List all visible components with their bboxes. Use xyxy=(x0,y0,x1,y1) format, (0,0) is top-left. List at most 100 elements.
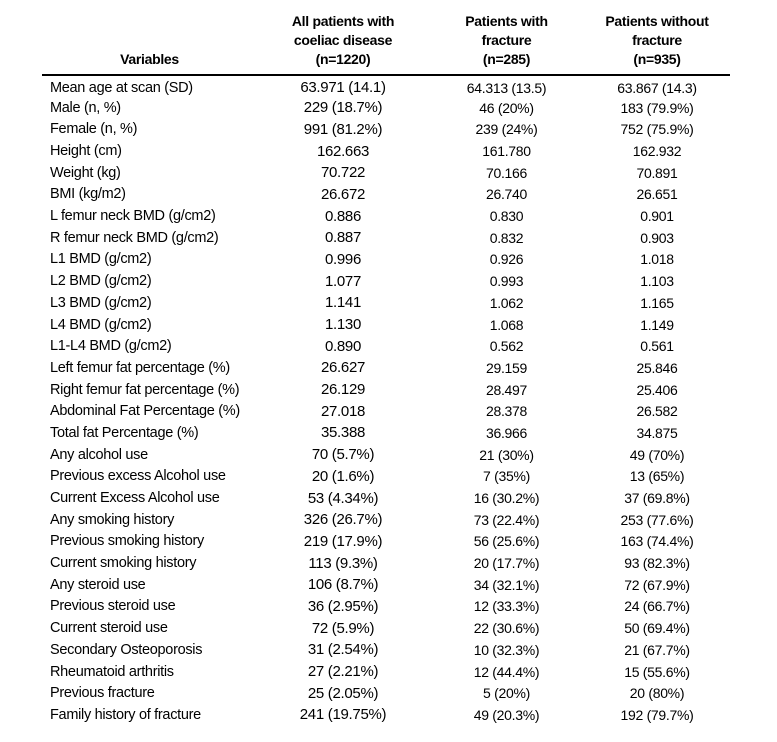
variable-cell: Female (n, %) xyxy=(50,121,138,138)
value-cell: 26.651 xyxy=(636,186,678,203)
value-cell: 0.886 xyxy=(324,207,362,225)
value-cell: 72 (67.9%) xyxy=(624,576,690,593)
variable-cell: L3 BMD (g/cm2) xyxy=(50,294,152,311)
value-cell: 20 (1.6%) xyxy=(311,467,375,485)
value-cell: 0.832 xyxy=(489,229,524,246)
value-cell: 1.103 xyxy=(640,273,674,290)
variable-cell: R femur neck BMD (g/cm2) xyxy=(50,229,219,246)
value-cell: 7 (35%) xyxy=(483,468,530,485)
variable-cell: Previous fracture xyxy=(50,685,155,702)
value-cell: 70 (5.7%) xyxy=(311,446,375,464)
value-cell: 991 (81.2%) xyxy=(303,120,383,138)
value-cell: 5 (20%) xyxy=(483,685,530,702)
column-header-all-patients: All patients with coeliac disease (n=122… xyxy=(257,12,429,77)
table-row: L1-L4 BMD (g/cm2) 0.890 0.562 0.561 xyxy=(42,335,730,357)
value-cell: 36.966 xyxy=(485,424,528,441)
value-cell: 162.932 xyxy=(632,143,682,159)
value-cell: 163 (74.4%) xyxy=(620,533,694,550)
table-row: Previous smoking history 219 (17.9%) 56 (2… xyxy=(42,531,730,553)
value-cell: 27 (2.21%) xyxy=(307,663,379,680)
table-row: Previous fracture 25 (2.05%) 5 (20%) 20 (80… xyxy=(42,682,730,704)
value-cell: 241 (19.75%) xyxy=(299,706,387,724)
value-cell: 192 (79.7%) xyxy=(620,706,694,723)
value-cell: 0.901 xyxy=(640,208,674,225)
value-cell: 25 (2.05%) xyxy=(307,684,379,702)
table-row: Current Excess Alcohol use 53 (4.34%) 16 (… xyxy=(42,487,730,509)
table-row: Total fat Percentage (%) 35.388 36.966 34.8… xyxy=(42,422,730,444)
value-cell: 28.497 xyxy=(485,381,528,398)
variable-cell: L4 BMD (g/cm2) xyxy=(50,316,152,333)
value-cell: 161.780 xyxy=(482,143,531,159)
value-cell: 26.627 xyxy=(320,359,366,377)
value-cell: 25.846 xyxy=(636,359,678,376)
variable-cell: L2 BMD (g/cm2) xyxy=(50,273,152,290)
value-cell: 72 (5.9%) xyxy=(311,619,375,637)
value-cell: 46 (20%) xyxy=(479,99,534,116)
value-cell: 20 (80%) xyxy=(629,685,685,702)
variable-cell: Mean age at scan (SD) xyxy=(50,79,193,96)
variable-cell: Current steroid use xyxy=(50,620,168,637)
header-row: Variables All patients with coeliac dise… xyxy=(42,12,730,77)
variable-cell: Current smoking history xyxy=(50,555,197,572)
value-cell: 49 (70%) xyxy=(629,446,685,463)
value-cell: 25.406 xyxy=(636,381,678,398)
value-cell: 15 (55.6%) xyxy=(624,663,690,680)
value-cell: 0.830 xyxy=(489,208,524,225)
table-row: Weight (kg) 70.722 70.166 70.891 xyxy=(42,162,730,184)
variable-cell: Weight (kg) xyxy=(50,164,121,181)
variable-cell: Previous smoking history xyxy=(50,533,204,550)
column-header-patients-without-fracture: Patients without fracture (n=935) xyxy=(584,12,730,77)
value-cell: 21 (67.7%) xyxy=(624,641,690,658)
variable-cell: L1 BMD (g/cm2) xyxy=(50,251,152,268)
value-cell: 26.672 xyxy=(320,185,366,203)
value-cell: 22 (30.6%) xyxy=(473,620,540,637)
value-cell: 26.129 xyxy=(320,381,366,399)
variable-cell: Rheumatoid arthritis xyxy=(50,663,174,680)
variable-cell: L femur neck BMD (g/cm2) xyxy=(50,208,216,225)
variable-cell: Height (cm) xyxy=(50,143,122,159)
table-body: Mean age at scan (SD) 63.971 (14.1) 64.313… xyxy=(42,75,730,726)
value-cell: 31 (2.54%) xyxy=(307,641,379,659)
value-cell: 34.875 xyxy=(636,424,678,441)
value-cell: 27.018 xyxy=(320,402,366,420)
table-row: Female (n, %) 991 (81.2%) 239 (24%) 752 (75… xyxy=(42,118,730,140)
value-cell: 0.926 xyxy=(489,251,524,268)
value-cell: 73 (22.4%) xyxy=(473,511,540,528)
value-cell: 29.159 xyxy=(485,359,528,376)
variable-cell: Previous excess Alcohol use xyxy=(50,468,226,485)
value-cell: 20 (17.7%) xyxy=(473,555,540,572)
value-cell: 113 (9.3%) xyxy=(308,554,378,572)
value-cell: 26.582 xyxy=(636,403,678,420)
value-cell: 326 (26.7%) xyxy=(303,511,383,529)
value-cell: 36 (2.95%) xyxy=(307,597,379,615)
table-row: Previous steroid use 36 (2.95%) 12 (33.3%)… xyxy=(42,596,730,618)
table-row: Any steroid use 106 (8.7%) 34 (32.1%) 72 (6… xyxy=(42,574,730,596)
value-cell: 0.903 xyxy=(640,229,674,246)
table-row: L3 BMD (g/cm2) 1.141 1.062 1.165 xyxy=(42,292,730,314)
table-row: L2 BMD (g/cm2) 1.077 0.993 1.103 xyxy=(42,270,730,292)
table-row: L1 BMD (g/cm2) 0.996 0.926 1.018 xyxy=(42,249,730,271)
value-cell: 0.561 xyxy=(640,338,674,355)
value-cell: 239 (24%) xyxy=(475,121,538,138)
column-header-variables: Variables xyxy=(42,12,257,77)
table-row: Current smoking history 113 (9.3%) 20 (17.… xyxy=(42,552,730,574)
variable-cell: Previous steroid use xyxy=(50,598,176,615)
value-cell: 219 (17.9%) xyxy=(303,532,383,550)
value-cell: 0.890 xyxy=(324,337,362,355)
value-cell: 37 (69.8%) xyxy=(624,490,690,506)
value-cell: 64.313 (13.5) xyxy=(466,79,547,96)
value-cell: 28.378 xyxy=(485,403,528,420)
value-cell: 63.867 (14.3) xyxy=(617,79,697,96)
value-cell: 70.722 xyxy=(320,164,366,182)
value-cell: 1.141 xyxy=(324,294,362,312)
value-cell: 70.891 xyxy=(636,164,678,181)
value-cell: 183 (79.9%) xyxy=(620,99,694,116)
table-row: BMI (kg/m2) 26.672 26.740 26.651 xyxy=(42,184,730,206)
value-cell: 0.996 xyxy=(324,250,362,268)
value-cell: 35.388 xyxy=(320,424,366,442)
value-cell: 752 (75.9%) xyxy=(620,121,694,138)
value-cell: 26.740 xyxy=(485,186,528,203)
variable-cell: Male (n, %) xyxy=(50,99,121,116)
value-cell: 1.062 xyxy=(489,294,524,311)
value-cell: 13 (65%) xyxy=(629,468,685,485)
